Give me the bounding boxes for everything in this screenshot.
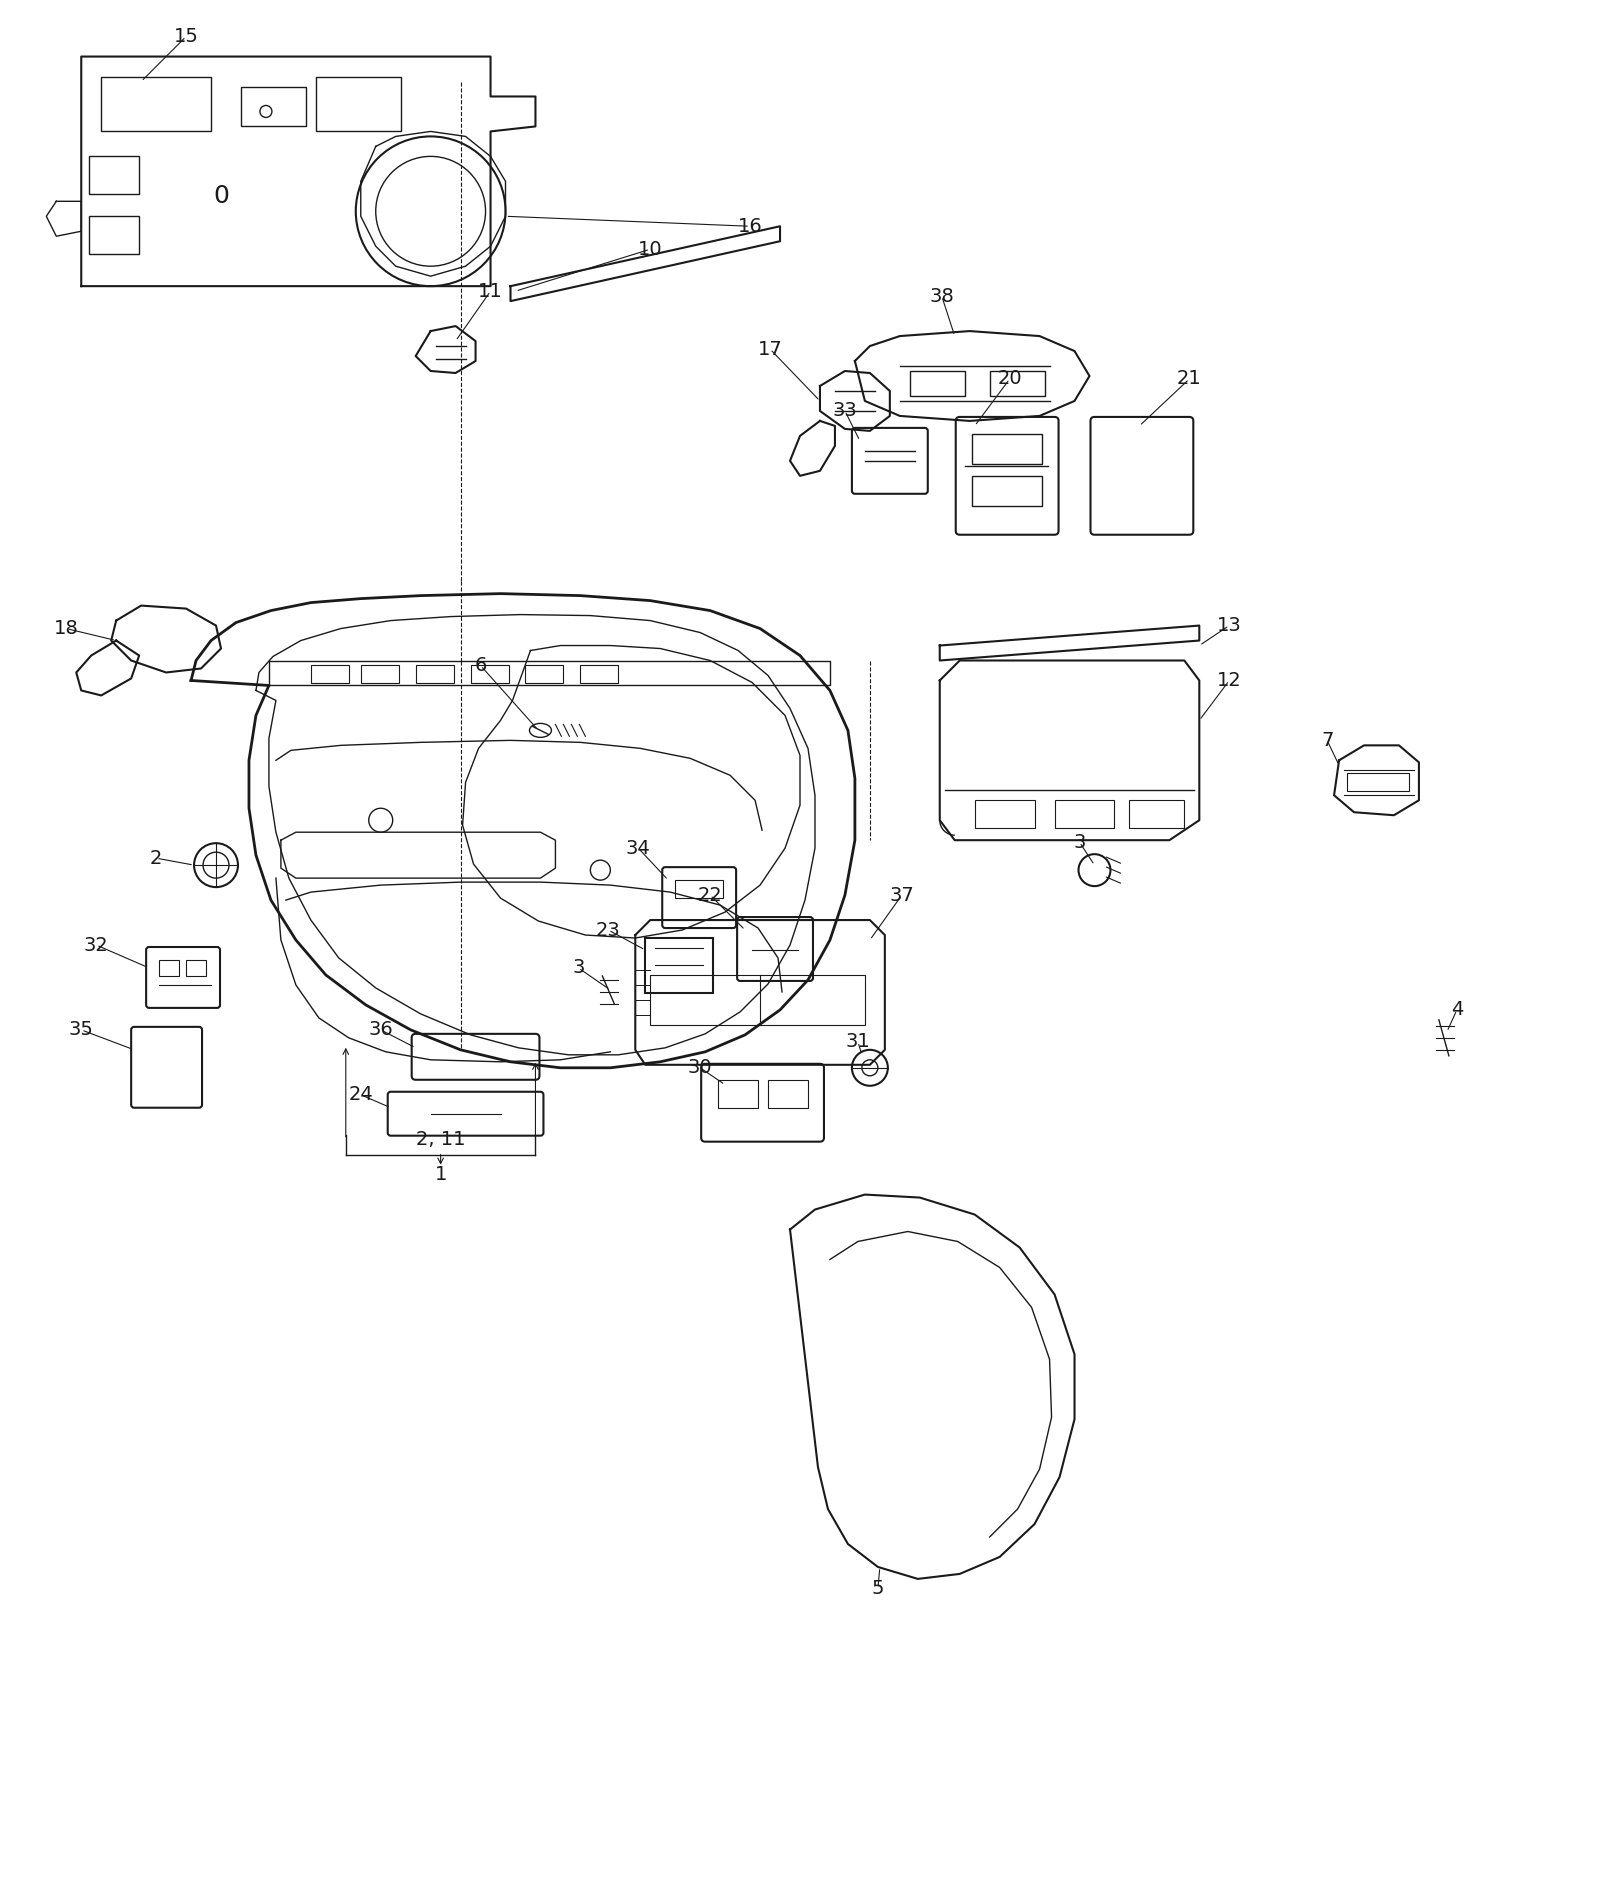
Text: 32: 32 xyxy=(83,936,109,955)
Bar xyxy=(974,801,1035,828)
Bar xyxy=(470,666,509,683)
Text: 23: 23 xyxy=(595,921,621,940)
Bar xyxy=(990,370,1045,397)
Bar xyxy=(360,666,398,683)
Text: 11: 11 xyxy=(478,281,502,300)
Bar xyxy=(416,666,454,683)
Text: 37: 37 xyxy=(890,886,914,905)
Text: 12: 12 xyxy=(1218,672,1242,691)
Bar xyxy=(315,76,400,131)
Text: 5: 5 xyxy=(872,1579,885,1598)
Bar xyxy=(581,666,618,683)
Bar xyxy=(768,1080,808,1108)
Bar xyxy=(525,666,563,683)
Bar xyxy=(101,76,211,131)
Bar xyxy=(971,435,1042,463)
Text: 4: 4 xyxy=(1451,1000,1462,1019)
Bar xyxy=(675,881,723,898)
Bar xyxy=(90,156,139,194)
Text: 2: 2 xyxy=(150,848,162,867)
Text: 34: 34 xyxy=(626,839,651,858)
Text: 6: 6 xyxy=(474,657,486,676)
Text: 22: 22 xyxy=(698,886,723,905)
Bar xyxy=(971,476,1042,505)
Text: 16: 16 xyxy=(738,216,763,235)
Bar xyxy=(186,960,206,976)
Text: 31: 31 xyxy=(845,1033,870,1051)
Text: 36: 36 xyxy=(368,1021,394,1040)
Bar xyxy=(650,976,866,1025)
Text: 3: 3 xyxy=(1074,833,1086,852)
Bar xyxy=(1347,772,1410,791)
Bar xyxy=(645,938,714,993)
Bar xyxy=(90,216,139,254)
Bar xyxy=(1130,801,1184,828)
Text: 15: 15 xyxy=(174,27,198,46)
Text: 1: 1 xyxy=(435,1165,446,1184)
Text: 18: 18 xyxy=(54,619,78,638)
Text: 33: 33 xyxy=(832,402,858,421)
Text: 24: 24 xyxy=(349,1086,373,1105)
Bar xyxy=(910,370,965,397)
Text: 35: 35 xyxy=(69,1021,94,1040)
Text: 2, 11: 2, 11 xyxy=(416,1129,466,1148)
Text: 3: 3 xyxy=(573,958,584,977)
Text: 21: 21 xyxy=(1178,370,1202,389)
Text: 17: 17 xyxy=(758,340,782,359)
Bar xyxy=(718,1080,758,1108)
Text: 0: 0 xyxy=(213,184,229,209)
Bar xyxy=(310,666,349,683)
Text: 7: 7 xyxy=(1322,731,1333,750)
Bar xyxy=(1054,801,1115,828)
Text: 30: 30 xyxy=(688,1059,712,1078)
Text: 20: 20 xyxy=(997,370,1022,389)
Bar xyxy=(242,87,306,127)
Text: 13: 13 xyxy=(1218,617,1242,636)
Text: 38: 38 xyxy=(930,287,954,306)
Text: 10: 10 xyxy=(638,239,662,258)
Bar xyxy=(158,960,179,976)
